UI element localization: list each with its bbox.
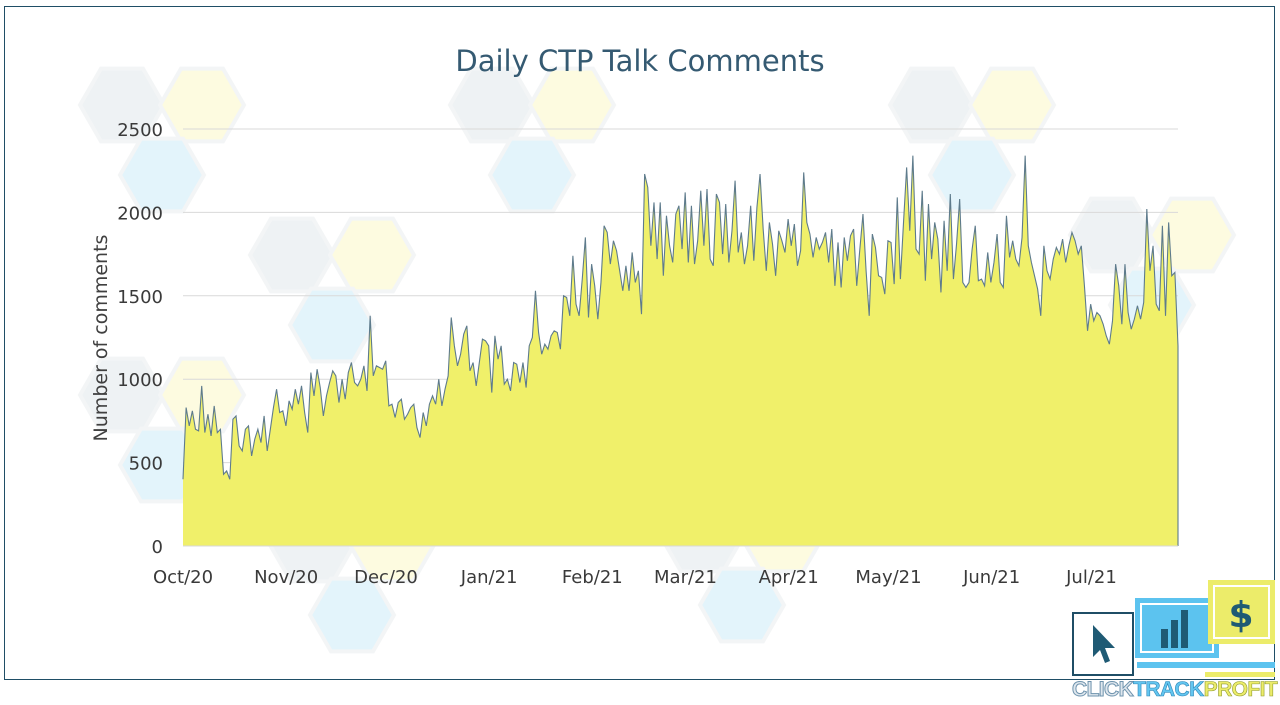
series-area-fill xyxy=(183,155,1178,546)
y-axis-ticks: 0 500 1000 1500 2000 2500 xyxy=(117,120,163,558)
x-tick-label-4: Feb/21 xyxy=(562,567,623,588)
logo-wordmark: CLICKTRACKPROFIT xyxy=(1071,678,1278,702)
y-tick-label-4: 2000 xyxy=(117,203,163,224)
y-tick-label-0: 0 xyxy=(152,537,163,558)
y-tick-label-3: 1500 xyxy=(117,287,163,308)
background-hexagon-3-1 xyxy=(327,216,417,294)
logo-word-click: CLICK xyxy=(1071,678,1134,702)
y-tick-label-1: 500 xyxy=(129,454,163,475)
dollar-icon: $ xyxy=(1228,595,1253,636)
cursor-icon xyxy=(1093,625,1115,663)
x-tick-label-6: Apr/21 xyxy=(759,567,819,588)
background-hexagon-2-1 xyxy=(967,66,1057,144)
x-tick-label-7: May/21 xyxy=(855,567,921,588)
x-tick-label-8: Jun/21 xyxy=(962,567,1020,588)
y-tick-label-2: 1000 xyxy=(117,370,163,391)
clicktrackprofit-logo: $ xyxy=(1065,580,1275,677)
background-hexagon-2-2 xyxy=(927,136,1017,214)
logo-word-track: TRACK xyxy=(1133,678,1205,702)
background-hexagon-6-2 xyxy=(697,566,787,644)
logo-word-profit: PROFIT xyxy=(1203,678,1278,702)
series-line xyxy=(182,155,1179,546)
y-tick-label-5: 2500 xyxy=(117,120,163,141)
background-hexagon-1-2 xyxy=(487,136,577,214)
x-tick-label-1: Nov/20 xyxy=(254,567,318,588)
x-axis-ticks: Oct/20 Nov/20 Dec/20 Jan/21 Feb/21 Mar/21 Apr/… xyxy=(153,567,1117,588)
x-tick-label-0: Oct/20 xyxy=(153,567,213,588)
x-tick-label-9: Jul/21 xyxy=(1065,567,1117,588)
background-hexagon-0-2 xyxy=(117,136,207,214)
bar-chart-icon xyxy=(1161,629,1168,648)
chart-title: Daily CTP Talk Comments xyxy=(455,44,825,78)
background-hexagon-3-2 xyxy=(287,286,377,364)
logo-dollar-box xyxy=(1208,580,1275,644)
background-hexagon-7-2 xyxy=(307,576,397,654)
x-tick-label-5: Mar/21 xyxy=(654,567,717,588)
background-hexagon-1-1 xyxy=(527,66,617,144)
background-hexagon-0-1 xyxy=(157,66,247,144)
background-hexagon-4-1 xyxy=(1147,196,1237,274)
x-tick-label-3: Jan/21 xyxy=(460,567,518,588)
x-tick-label-2: Dec/20 xyxy=(354,567,418,588)
